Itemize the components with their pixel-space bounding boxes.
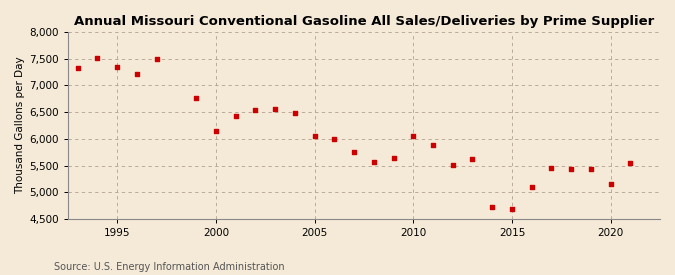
Point	[211, 129, 221, 133]
Point	[191, 96, 202, 100]
Point	[566, 167, 576, 172]
Point	[349, 150, 360, 154]
Point	[250, 108, 261, 112]
Point	[309, 133, 320, 138]
Title: Annual Missouri Conventional Gasoline All Sales/Deliveries by Prime Supplier: Annual Missouri Conventional Gasoline Al…	[74, 15, 654, 28]
Y-axis label: Thousand Gallons per Day: Thousand Gallons per Day	[15, 57, 25, 194]
Point	[92, 56, 103, 60]
Point	[112, 64, 123, 69]
Point	[467, 156, 478, 161]
Point	[329, 137, 340, 142]
Point	[448, 163, 458, 167]
Point	[506, 207, 517, 211]
Point	[151, 56, 162, 61]
Point	[290, 111, 300, 115]
Point	[369, 160, 379, 164]
Point	[585, 167, 596, 171]
Point	[625, 161, 636, 165]
Point	[546, 166, 557, 170]
Point	[408, 133, 418, 138]
Point	[388, 156, 399, 160]
Point	[427, 142, 438, 147]
Point	[72, 65, 83, 70]
Point	[526, 185, 537, 189]
Point	[605, 182, 616, 186]
Point	[230, 114, 241, 118]
Point	[487, 205, 497, 209]
Point	[270, 107, 281, 111]
Text: Source: U.S. Energy Information Administration: Source: U.S. Energy Information Administ…	[54, 262, 285, 272]
Point	[132, 72, 142, 76]
